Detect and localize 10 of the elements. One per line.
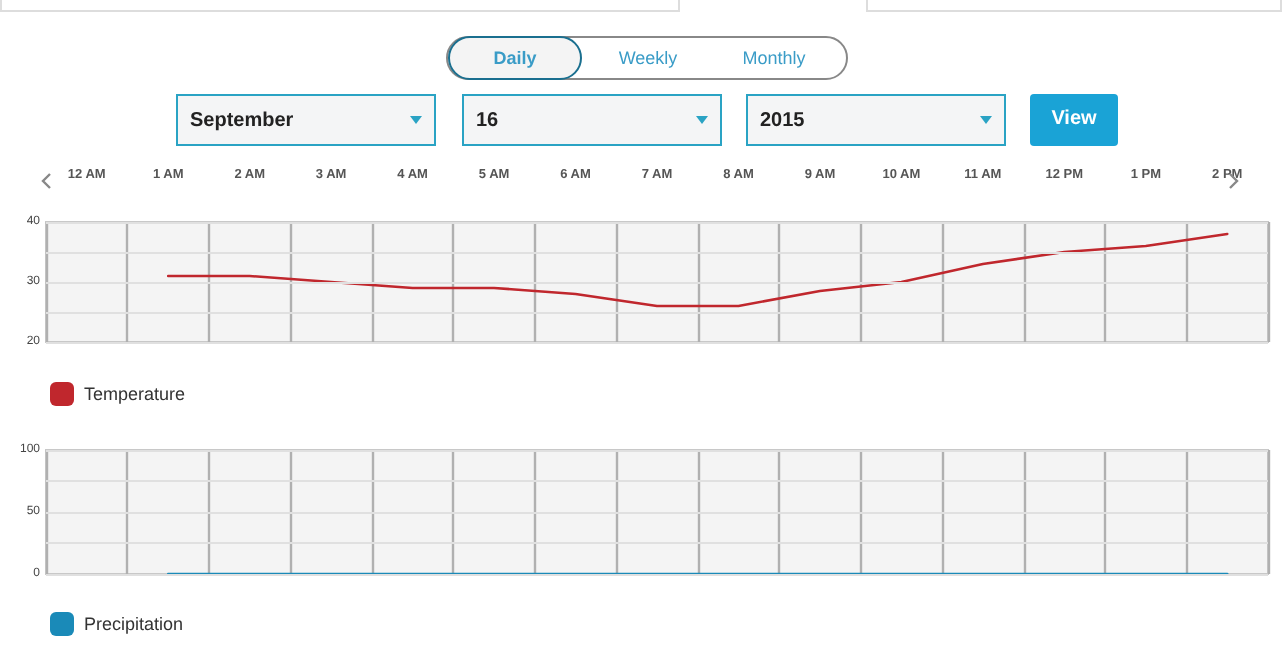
- text: Daily: [448, 36, 582, 80]
- legend-label: Temperature: [84, 384, 186, 404]
- text: View: [1030, 94, 1118, 146]
- text: September: [190, 110, 294, 132]
- text: Weekly: [616, 48, 680, 68]
- line-series: [166, 232, 1229, 308]
- text: Monthly: [740, 48, 808, 68]
- text: 16: [476, 110, 499, 132]
- text: 2015: [760, 110, 805, 132]
- legend-label: Precipitation: [84, 614, 184, 634]
